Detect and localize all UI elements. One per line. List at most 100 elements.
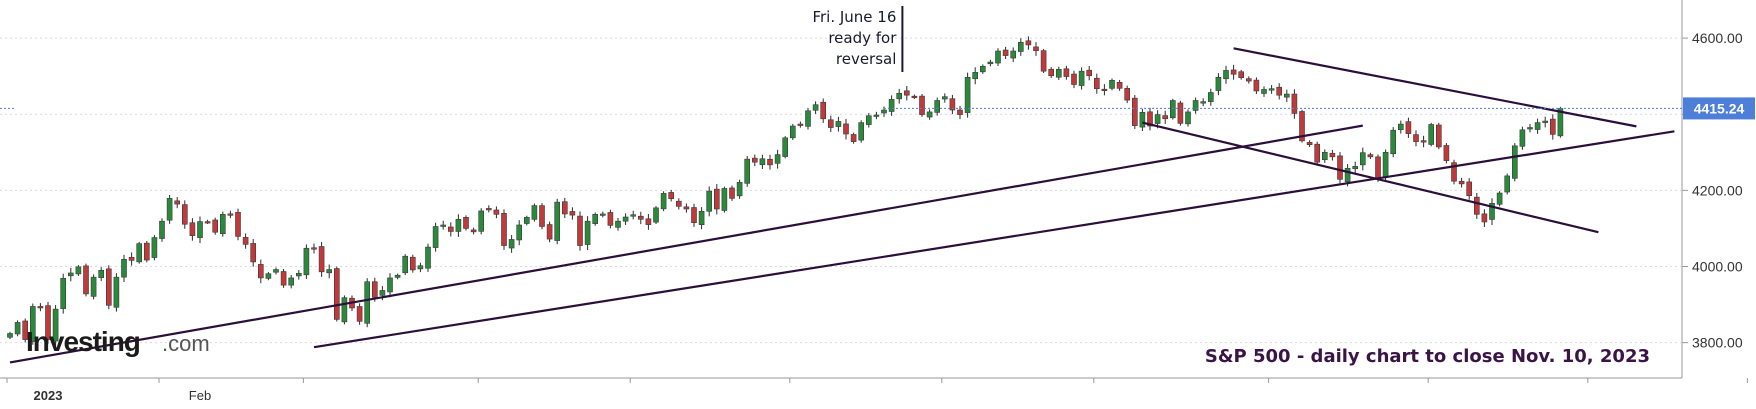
candle — [75, 264, 82, 277]
candle-body — [987, 61, 994, 65]
last-price-tag — [1683, 97, 1755, 120]
candle-body — [1246, 78, 1252, 82]
candle-body — [1382, 151, 1389, 178]
candle — [485, 205, 492, 213]
candle-body — [318, 246, 325, 273]
candle — [888, 95, 895, 116]
candle-body — [265, 273, 272, 279]
candle-body — [22, 320, 29, 340]
candle-body — [113, 276, 120, 308]
candle — [212, 217, 218, 235]
candle-body — [599, 213, 606, 216]
candle-body — [767, 158, 773, 166]
candle — [721, 186, 728, 213]
candle-body — [29, 306, 36, 342]
candle-body — [1177, 102, 1184, 124]
candle — [911, 94, 918, 99]
candle — [637, 211, 644, 225]
candle — [1481, 209, 1488, 227]
candle — [1192, 97, 1199, 114]
candle — [653, 206, 659, 224]
trendline — [1142, 121, 1599, 234]
candle-body — [1405, 121, 1412, 134]
candle — [1276, 83, 1282, 100]
candle — [14, 320, 21, 337]
candle — [827, 115, 834, 133]
candle — [1056, 66, 1062, 80]
candle-body — [1519, 129, 1526, 147]
candle — [189, 218, 196, 241]
candle-body — [341, 297, 348, 323]
candle — [295, 269, 302, 280]
last-price-label: 4415.24 — [1694, 100, 1745, 116]
candle-body — [668, 192, 675, 200]
candle-body — [1215, 76, 1222, 91]
candle — [531, 203, 538, 222]
candle-body — [660, 193, 667, 210]
candle — [1025, 36, 1032, 50]
candle-body — [546, 224, 553, 240]
annotation-line-1: Fri. June 16 — [812, 8, 896, 26]
candle — [858, 120, 865, 143]
candle-body — [1048, 68, 1054, 77]
candle — [333, 266, 340, 322]
candle — [561, 197, 568, 219]
candle — [22, 318, 29, 343]
candle-body — [1078, 70, 1085, 86]
candle — [1215, 73, 1222, 96]
candle-body — [447, 226, 454, 232]
candle — [934, 97, 941, 116]
candle — [1116, 80, 1123, 91]
candle — [615, 218, 621, 231]
candle-body — [926, 111, 933, 118]
candle-body — [751, 157, 758, 163]
candle-body — [493, 209, 500, 215]
candle — [675, 198, 682, 210]
candle-body — [311, 247, 317, 250]
candle — [607, 209, 614, 229]
candle-body — [941, 96, 948, 100]
candle — [1405, 117, 1412, 138]
candle-body — [637, 215, 644, 220]
candle — [409, 254, 416, 273]
candle — [516, 220, 523, 246]
candle-body — [288, 277, 295, 286]
candle-body — [90, 276, 97, 297]
candle — [1170, 98, 1176, 120]
candle — [1337, 152, 1343, 184]
candle — [121, 254, 127, 282]
candle-body — [1230, 69, 1237, 75]
candle-body — [1162, 115, 1168, 120]
candle-body — [789, 125, 796, 139]
candle-body — [1436, 124, 1442, 148]
x-tick-label: Feb — [189, 388, 211, 403]
candle — [569, 207, 576, 220]
candle — [1223, 65, 1229, 84]
candle-body — [204, 221, 211, 224]
candle-body — [1390, 129, 1396, 155]
candle — [1177, 100, 1184, 126]
candle-body — [1352, 166, 1358, 170]
candle — [941, 93, 948, 103]
candle-body — [182, 204, 188, 225]
candle-body — [1550, 118, 1556, 135]
candle — [1519, 126, 1526, 150]
candle — [182, 200, 188, 229]
candle-body — [1329, 152, 1336, 158]
candle — [1268, 85, 1275, 94]
candle — [957, 105, 963, 120]
candle — [812, 101, 819, 114]
candle — [136, 241, 142, 264]
candle-body — [1139, 112, 1146, 128]
candle — [744, 155, 751, 187]
candle — [592, 212, 599, 226]
candle-body — [1132, 97, 1138, 126]
candle — [1185, 109, 1191, 127]
candle-body — [128, 256, 135, 261]
candle-body — [242, 237, 249, 245]
candle — [797, 121, 804, 128]
candle-body — [485, 208, 492, 211]
candle — [1253, 77, 1260, 94]
candle — [850, 132, 857, 144]
